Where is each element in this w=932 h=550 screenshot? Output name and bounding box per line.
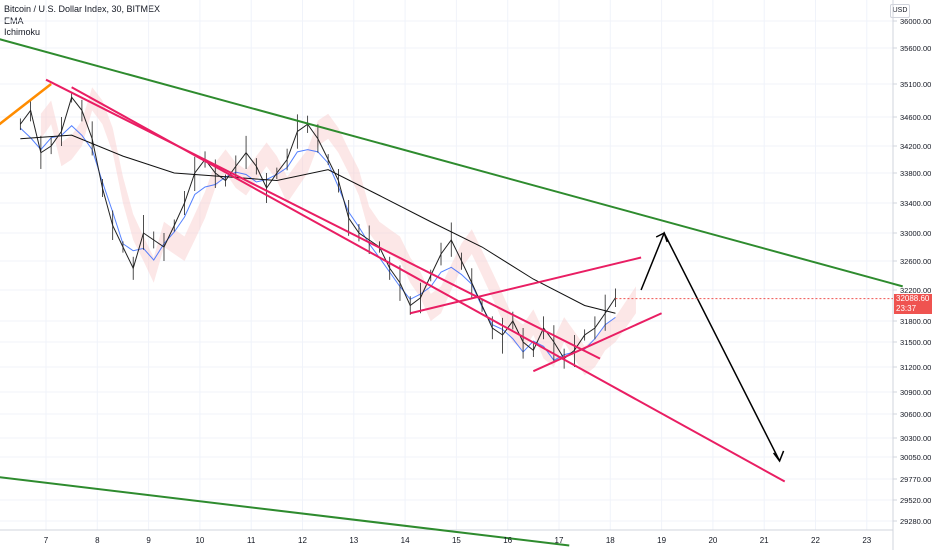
- y-tick-label: 31500.00: [900, 338, 931, 347]
- indicator-ichimoku-label[interactable]: Ichimoku: [4, 27, 41, 37]
- x-tick-label: 13: [349, 536, 358, 545]
- rising-wedge-upper: [409, 256, 642, 315]
- symbol-title[interactable]: Bitcoin / U.S. Dollar Index, 30, BITMEX: [4, 4, 161, 14]
- orange-segment: [0, 83, 52, 126]
- y-tick-label: 35100.00: [900, 80, 931, 89]
- y-tick-label: 34600.00: [900, 113, 931, 122]
- bar-countdown: 23:37: [896, 304, 917, 313]
- y-tick-label: 29520.00: [900, 496, 931, 505]
- y-tick-label: 29770.00: [900, 475, 931, 484]
- x-tick-label: 21: [760, 536, 769, 545]
- last-price-value: 32088.60: [896, 294, 930, 303]
- y-tick-label: 36000.00: [900, 17, 931, 26]
- y-tick-label: 31200.00: [900, 363, 931, 372]
- x-tick-label: 16: [503, 536, 512, 545]
- y-tick-label: 29280.00: [900, 517, 931, 526]
- y-tick-label: 33000.00: [900, 229, 931, 238]
- x-tick-label: 8: [95, 536, 100, 545]
- y-tick-label: 33800.00: [900, 169, 931, 178]
- arrow-head-down: [772, 450, 785, 463]
- y-tick-label: 33400.00: [900, 199, 931, 208]
- y-tick-label: 32600.00: [900, 257, 931, 266]
- currency-button[interactable]: USD: [890, 4, 910, 18]
- x-tick-label: 19: [657, 536, 666, 545]
- ema-line: [20, 134, 616, 314]
- x-tick-label: 15: [452, 536, 461, 545]
- last-price-tag: 32088.60 23:37: [894, 294, 932, 314]
- y-tick-label: 30300.00: [900, 434, 931, 443]
- x-tick-label: 11: [247, 536, 256, 545]
- x-tick-label: 9: [146, 536, 151, 545]
- lower-trendline: [0, 476, 570, 547]
- upper-trendline: [0, 38, 903, 288]
- x-tick-label: 12: [298, 536, 307, 545]
- channel-upper: [45, 78, 601, 360]
- arrow-head-up: [655, 231, 668, 243]
- y-tick-label: 30600.00: [900, 410, 931, 419]
- x-tick-label: 20: [708, 536, 717, 545]
- x-tick-label: 18: [606, 536, 615, 545]
- channel-lower: [71, 86, 786, 483]
- y-tick-label: 35600.00: [900, 44, 931, 53]
- x-tick-label: 7: [44, 536, 49, 545]
- y-tick-label: 30900.00: [900, 388, 931, 397]
- x-tick-label: 14: [401, 536, 410, 545]
- y-tick-label: 31800.00: [900, 317, 931, 326]
- y-tick-label: 30050.00: [900, 453, 931, 462]
- x-tick-label: 10: [195, 536, 204, 545]
- x-tick-label: 22: [811, 536, 820, 545]
- x-tick-label: 23: [862, 536, 871, 545]
- y-tick-label: 32200.00: [900, 286, 931, 295]
- x-tick-label: 17: [555, 536, 564, 545]
- rising-wedge-lower: [532, 312, 663, 373]
- y-tick-label: 34200.00: [900, 142, 931, 151]
